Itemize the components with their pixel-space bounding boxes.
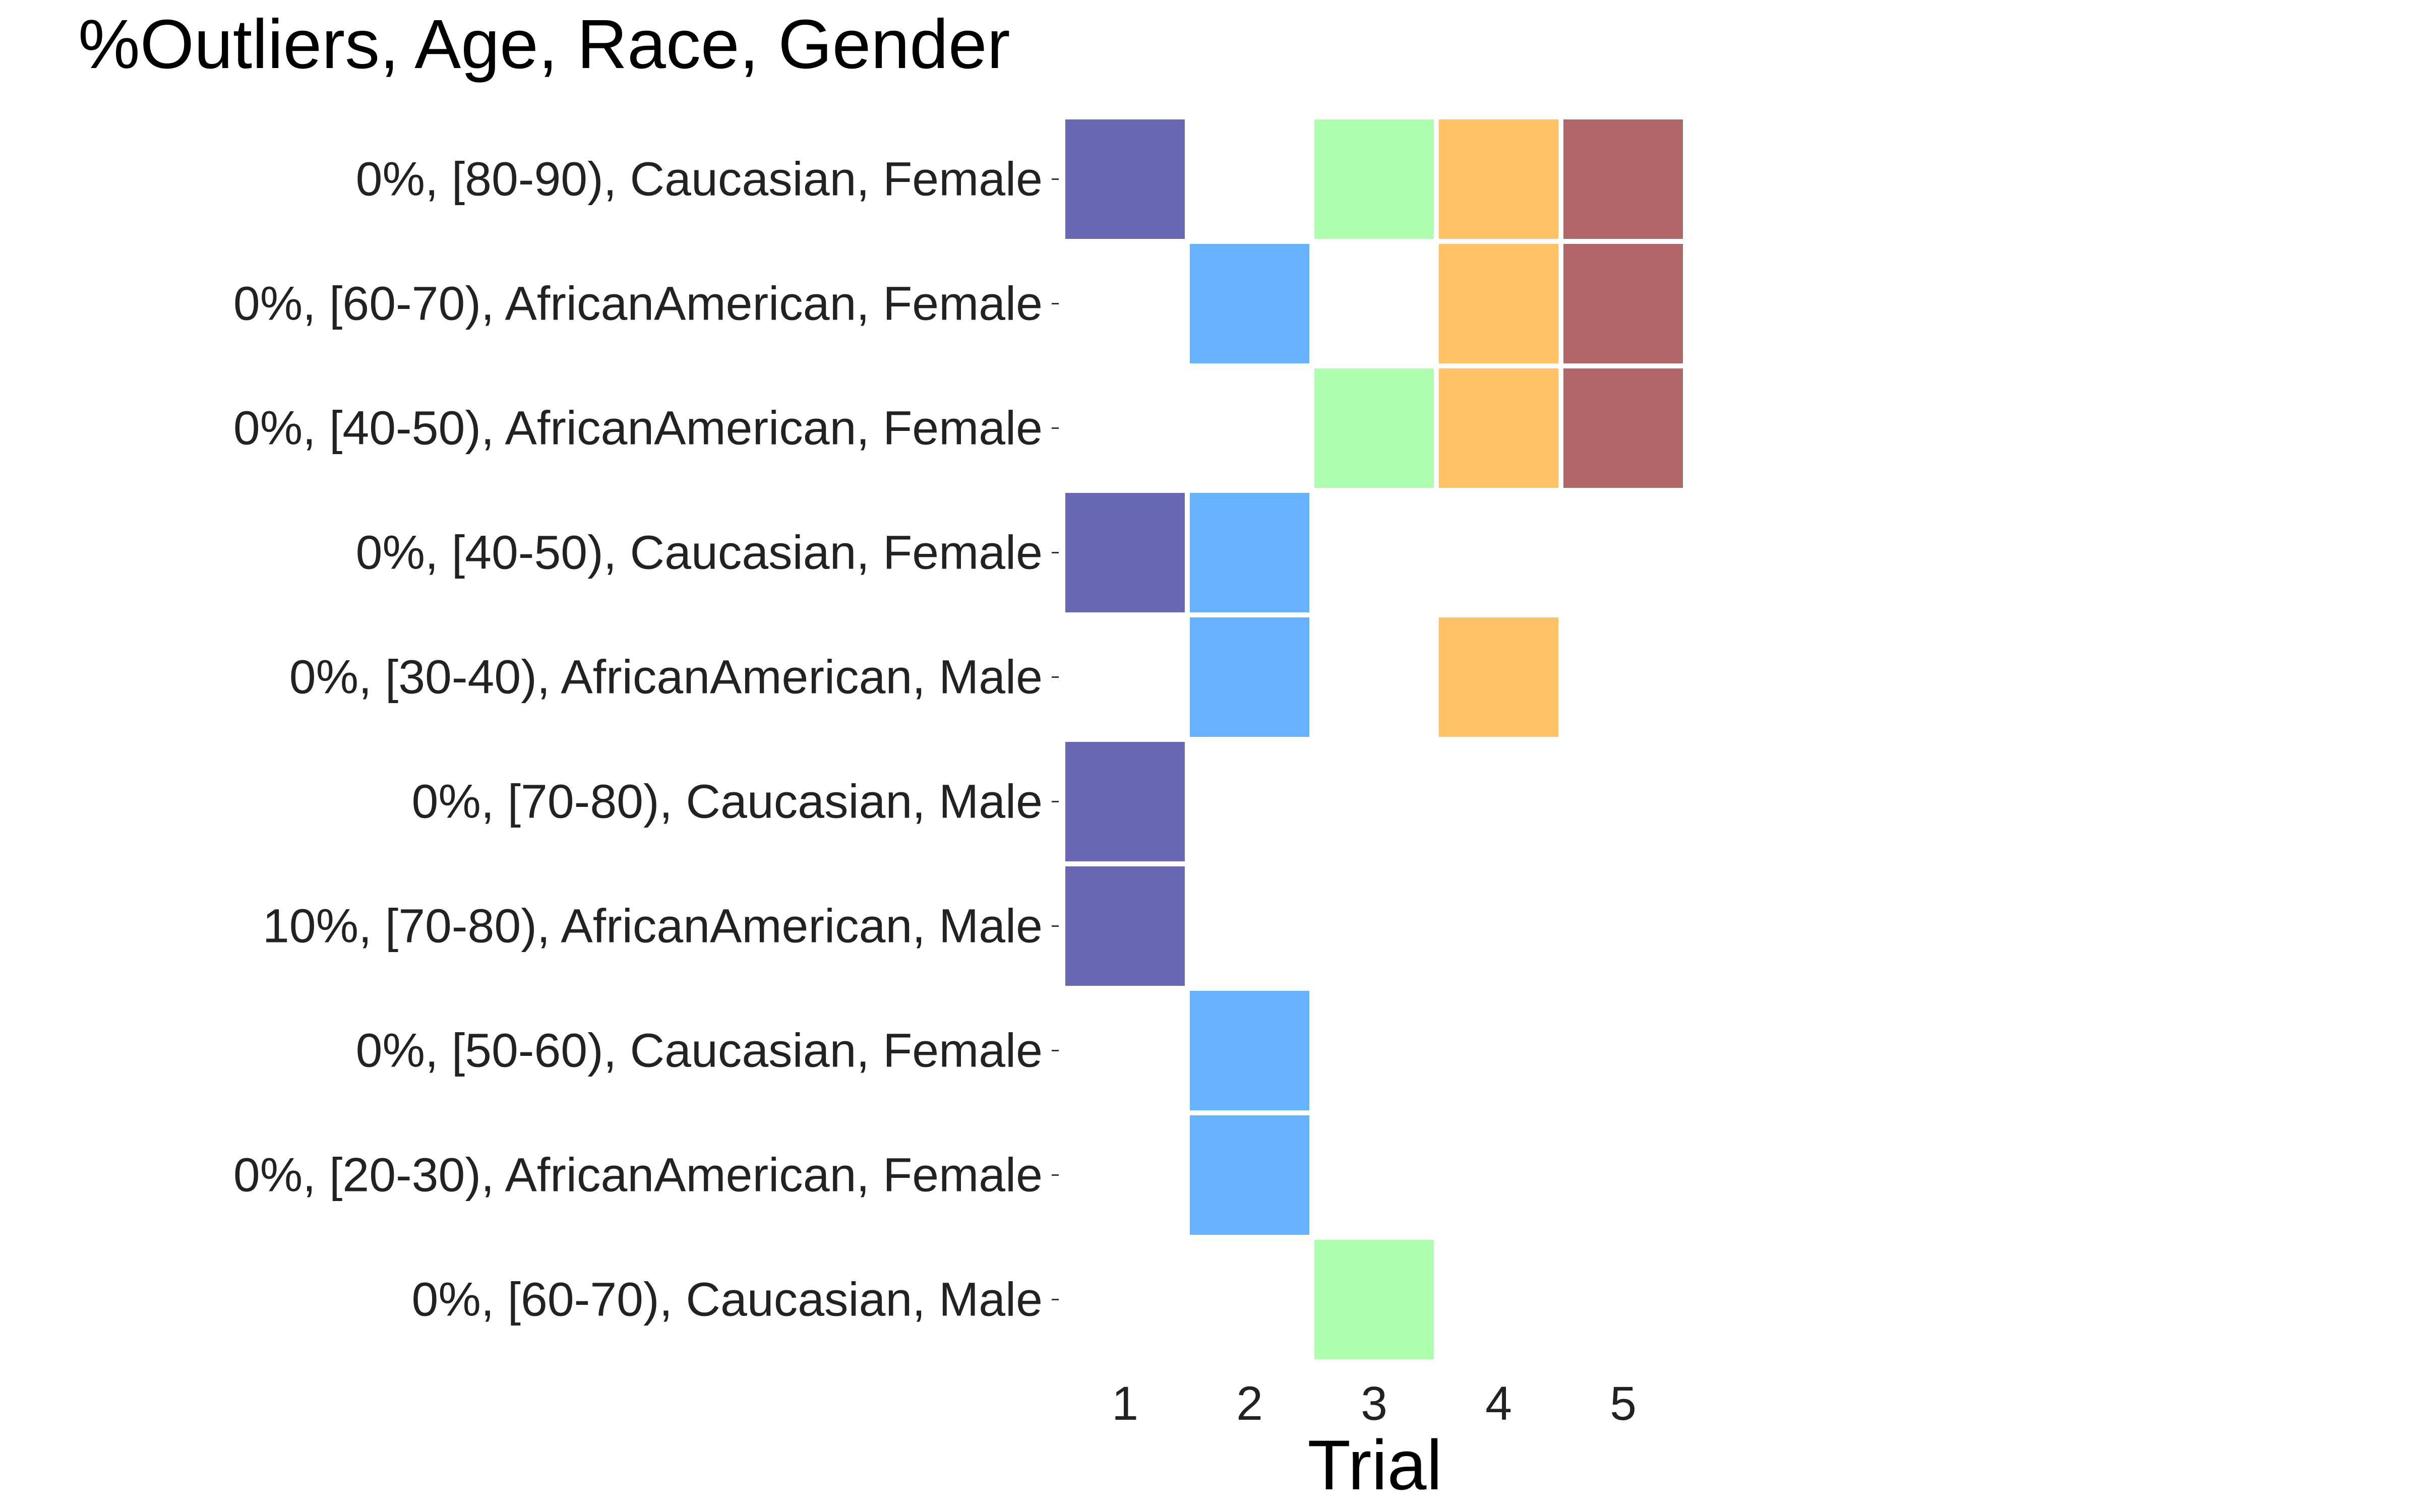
y-tick-label: 0%, [50-60), Caucasian, Female	[356, 1024, 1043, 1078]
x-tick-label: 1	[1112, 1377, 1138, 1430]
y-tick-label: 0%, [60-70), Caucasian, Male	[412, 1273, 1043, 1327]
cells-layer	[1060, 114, 1688, 1364]
y-tick-label: 0%, [80-90), Caucasian, Female	[356, 153, 1043, 206]
heatmap-cell-row5-trial1	[1060, 737, 1190, 866]
x-tick-label: 4	[1485, 1377, 1512, 1430]
x-tick-label: 2	[1236, 1377, 1263, 1430]
y-tick-label: 0%, [30-40), AfricanAmerican, Male	[289, 651, 1043, 704]
heatmap-cell-row6-trial1	[1060, 861, 1190, 991]
heatmap-cell-row1-trial4	[1434, 239, 1563, 368]
heatmap-cell-row1-trial2	[1185, 239, 1314, 368]
heatmap-cell-row0-trial5	[1558, 114, 1688, 244]
heatmap-cell-row0-trial3	[1309, 114, 1439, 244]
heatmap-cell-row3-trial1	[1060, 488, 1190, 617]
heatmap-cell-row0-trial4	[1434, 114, 1563, 244]
heatmap-cell-row9-trial3	[1309, 1235, 1439, 1364]
heatmap-cell-row4-trial2	[1185, 612, 1314, 742]
x-axis: 1 2 3 4 5	[1112, 1377, 1637, 1430]
heatmap-cell-row2-trial4	[1434, 363, 1563, 493]
heatmap-cell-row2-trial3	[1309, 363, 1439, 493]
y-tick-label: 0%, [70-80), Caucasian, Male	[412, 775, 1043, 829]
y-tick-label: 0%, [60-70), AfricanAmerican, Female	[233, 277, 1043, 331]
y-tick-label: 0%, [20-30), AfricanAmerican, Female	[233, 1149, 1043, 1202]
heatmap-cell-row3-trial2	[1185, 488, 1314, 617]
x-axis-title: Trial	[1307, 1425, 1442, 1504]
y-tick-label: 0%, [40-50), Caucasian, Female	[356, 526, 1043, 580]
x-tick-label: 5	[1610, 1377, 1637, 1430]
y-tick-label: 0%, [40-50), AfricanAmerican, Female	[233, 402, 1043, 455]
heatmap-cell-row0-trial1	[1060, 114, 1190, 244]
heatmap-cell-row8-trial2	[1185, 1110, 1314, 1240]
y-tick-label: 10%, [70-80), AfricanAmerican, Male	[263, 900, 1043, 953]
x-tick-label: 3	[1361, 1377, 1387, 1430]
heatmap-cell-row1-trial5	[1558, 239, 1688, 368]
heatmap-cell-row2-trial5	[1558, 363, 1688, 493]
heatmap-cell-row4-trial4	[1434, 612, 1563, 742]
heatmap-cell-row7-trial2	[1185, 986, 1314, 1115]
y-axis: 0%, [80-90), Caucasian, Female 0%, [60-70…	[233, 153, 1059, 1327]
chart-title: %Outliers, Age, Race, Gender	[78, 6, 1010, 83]
